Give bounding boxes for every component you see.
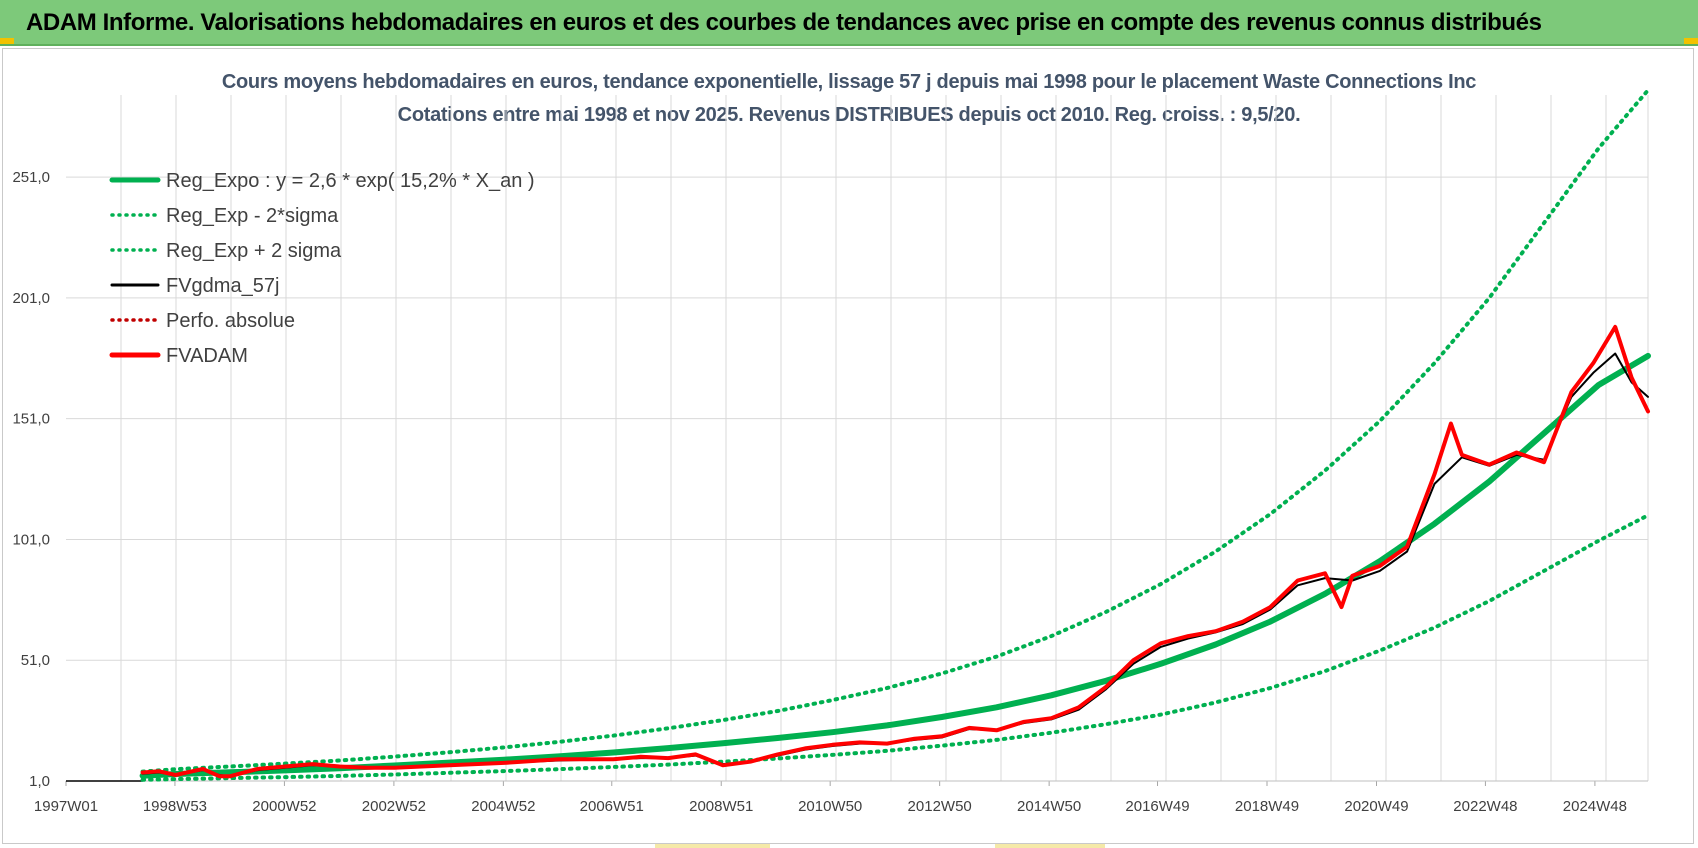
y-tick-label-5: 251,0 <box>12 169 50 186</box>
series-line-fvadam <box>140 324 1650 779</box>
x-tick-label-4: 2004W52 <box>471 798 535 815</box>
series-line-reg-exp-2-sigma <box>140 513 1650 782</box>
y-tick-label-0: 1,0 <box>29 773 50 790</box>
y-tick-label-4: 201,0 <box>12 290 50 307</box>
legend-label-3: FVgdma_57j <box>166 275 279 297</box>
corner-mark-left <box>0 38 14 44</box>
x-tick-label-10: 2016W49 <box>1125 798 1189 815</box>
x-tick-label-0: 1997W01 <box>34 798 98 815</box>
x-tick-label-1: 1998W53 <box>143 798 207 815</box>
report-title: ADAM Informe. Valorisations hebdomadaire… <box>26 9 1542 36</box>
bottom-mark-left <box>655 844 770 848</box>
chart-title: Cours moyens hebdomadaires en euros, ten… <box>221 71 1477 93</box>
x-tick-label-9: 2014W50 <box>1017 798 1081 815</box>
series-line-reg-exp-2-sigma <box>140 88 1650 774</box>
bottom-mark-right <box>995 844 1105 848</box>
x-tick-label-8: 2012W50 <box>908 798 972 815</box>
x-tick-label-3: 2002W52 <box>362 798 426 815</box>
x-tick-label-2: 2000W52 <box>252 798 316 815</box>
corner-mark-right <box>1684 38 1698 44</box>
x-tick-label-11: 2018W49 <box>1235 798 1299 815</box>
y-tick-label-2: 101,0 <box>12 531 50 548</box>
legend-label-4: Perfo. absolue <box>166 310 295 332</box>
x-tick-label-13: 2022W48 <box>1453 798 1517 815</box>
x-tick-label-14: 2024W48 <box>1563 798 1627 815</box>
chart-subtitle: Cotations entre mai 1998 et nov 2025. Re… <box>397 104 1301 126</box>
series-line-fvgdma-57j <box>141 352 1649 778</box>
legend-label-2: Reg_Exp + 2 sigma <box>166 240 342 262</box>
y-tick-label-1: 51,0 <box>21 652 50 669</box>
legend-label-1: Reg_Exp - 2*sigma <box>166 205 339 227</box>
x-tick-label-7: 2010W50 <box>798 798 862 815</box>
chart-frame <box>2 48 1694 844</box>
y-tick-label-3: 151,0 <box>12 411 50 428</box>
x-tick-label-12: 2020W49 <box>1344 798 1408 815</box>
report-banner: ADAM Informe. Valorisations hebdomadaire… <box>0 0 1698 46</box>
legend-label-0: Reg_Expo : y = 2,6 * exp( 15,2% * X_an ) <box>166 170 535 192</box>
x-tick-label-6: 2008W51 <box>689 798 753 815</box>
x-tick-label-5: 2006W51 <box>580 798 644 815</box>
legend-label-5: FVADAM <box>166 345 248 367</box>
